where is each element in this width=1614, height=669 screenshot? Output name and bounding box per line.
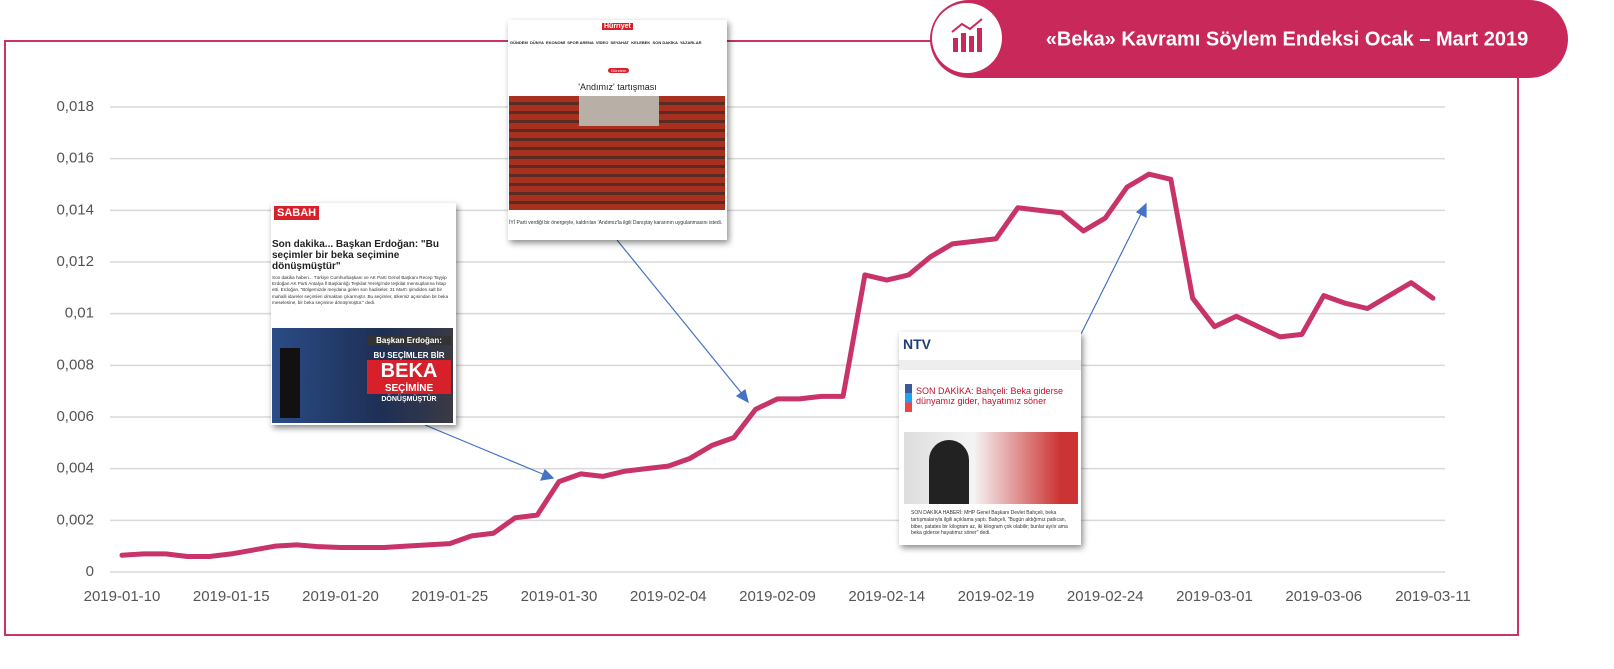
y-tick-label: 0,004 bbox=[56, 460, 94, 477]
headline: Son dakika... Başkan Erdoğan: "Bu seçiml… bbox=[272, 239, 440, 272]
y-tick-label: 0,016 bbox=[56, 150, 94, 167]
title-icon-bg bbox=[932, 3, 1002, 73]
hurriyet-inset: Hürriyet GÜNDEM DÜNYA EKONOMİ SPOR ARENA… bbox=[508, 20, 727, 240]
title-banner bbox=[930, 0, 1568, 78]
headline: SON DAKİKA: Bahçeli: Beka giderse dünyam… bbox=[916, 386, 1064, 407]
figure bbox=[929, 440, 969, 504]
photo-text: Başkan Erdoğan: bbox=[367, 336, 451, 345]
title-icon bbox=[951, 18, 983, 52]
x-tick-label: 2019-02-09 bbox=[739, 588, 816, 605]
caption: İYİ Parti verdiği bir önergeyle, kaldırı… bbox=[509, 220, 723, 226]
y-tick-label: 0,012 bbox=[56, 253, 94, 270]
photo-text: BEKA bbox=[367, 360, 451, 383]
headline: 'Andımız' tartışması bbox=[578, 82, 657, 92]
body: Son dakika haberi... Türkiye Cumhurbaşka… bbox=[272, 275, 449, 305]
x-tick-label: 2019-03-06 bbox=[1285, 588, 1362, 605]
photo-text: BU SEÇİMLER BİR bbox=[373, 351, 445, 360]
arrows bbox=[424, 202, 1147, 481]
x-tick-label: 2019-03-11 bbox=[1395, 588, 1471, 605]
x-tick-label: 2019-02-14 bbox=[848, 588, 925, 605]
data-line bbox=[119, 171, 1436, 559]
photo-caption: Başkan Erdoğan: BU SEÇİMLER BİR BEKA SEÇ… bbox=[367, 336, 451, 403]
share-icons bbox=[905, 384, 912, 412]
y-tick-label: 0,006 bbox=[56, 408, 94, 425]
x-tick-label: 2019-01-20 bbox=[302, 588, 379, 605]
figure bbox=[280, 348, 300, 418]
y-tick-label: 0,014 bbox=[56, 201, 94, 218]
x-tick-label: 2019-02-24 bbox=[1067, 588, 1144, 605]
x-tick-label: 2019-02-19 bbox=[958, 588, 1035, 605]
y-tick-label: 0,002 bbox=[56, 511, 94, 528]
source-logo: NTV bbox=[903, 336, 931, 352]
caption: SON DAKİKA HABERİ: MHP Genel Başkanı Dev… bbox=[911, 510, 1068, 537]
x-tick-label: 2019-01-10 bbox=[84, 588, 161, 605]
x-tick-label: 2019-01-15 bbox=[193, 588, 270, 605]
photo-floor bbox=[579, 96, 659, 126]
source-logo: SABAH bbox=[274, 206, 320, 220]
nav-bar bbox=[899, 360, 1081, 370]
x-tick-label: 2019-01-25 bbox=[411, 588, 488, 605]
photo bbox=[509, 96, 725, 210]
ntv-inset: NTV SON DAKİKA: Bahçeli: Beka giderse dü… bbox=[899, 332, 1081, 545]
photo: Başkan Erdoğan: BU SEÇİMLER BİR BEKA SEÇ… bbox=[272, 328, 453, 423]
chart-title: «Beka» Kavramı Söylem Endeksi Ocak – Mar… bbox=[1046, 28, 1529, 50]
y-tick-label: 0,008 bbox=[56, 356, 94, 373]
photo bbox=[904, 432, 1078, 504]
nav: GÜNDEM DÜNYA EKONOMİ SPOR ARENA VİDEO SE… bbox=[510, 40, 702, 45]
x-tick-label: 2019-02-04 bbox=[630, 588, 707, 605]
source-logo: Hürriyet bbox=[602, 23, 633, 30]
y-tick-label: 0,018 bbox=[56, 98, 94, 115]
tag: Gündem bbox=[608, 68, 630, 73]
y-tick-label: 0,01 bbox=[65, 305, 94, 322]
photo-text: SEÇİMİNE bbox=[367, 383, 451, 394]
x-tick-label: 2019-01-30 bbox=[521, 588, 598, 605]
frame bbox=[4, 40, 1519, 636]
sabah-inset: SABAH Son dakika... Başkan Erdoğan: "Bu … bbox=[271, 203, 456, 425]
photo-text: DÖNÜŞMÜŞTÜR bbox=[381, 396, 437, 403]
y-tick-label: 0 bbox=[86, 563, 94, 580]
x-tick-label: 2019-03-01 bbox=[1176, 588, 1253, 605]
